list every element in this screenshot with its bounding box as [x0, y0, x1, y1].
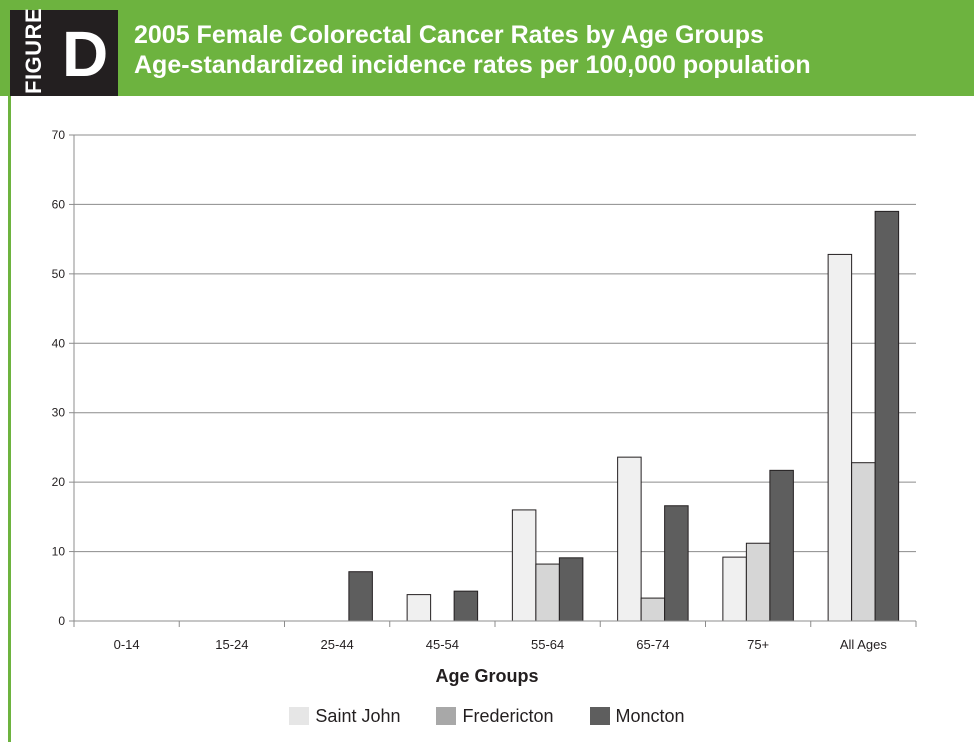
- bar-saint-john-all-ages: [827, 253, 853, 622]
- x-tick-label-0-14: 0-14: [114, 637, 140, 652]
- y-tick-label-60: 60: [52, 197, 66, 211]
- legend-item-fredericton: Fredericton: [436, 705, 554, 727]
- legend-swatch-moncton: [589, 707, 610, 725]
- figure-badge: FIGURE D: [10, 7, 118, 96]
- x-tick-label-45-54: 45-54: [426, 637, 459, 652]
- y-tick-label-0: 0: [58, 614, 65, 628]
- legend-label-moncton: Moncton: [615, 705, 685, 726]
- x-axis-title: Age Groups: [435, 666, 539, 686]
- bar-fredericton-65-74: [640, 597, 666, 622]
- bar-moncton-45-54: [453, 590, 479, 622]
- bar-saint-john-75: [722, 556, 747, 622]
- x-tick-label-55-64: 55-64: [531, 637, 564, 652]
- y-tick-label-20: 20: [52, 475, 66, 489]
- x-tick-label-25-44: 25-44: [321, 637, 354, 652]
- bar-fredericton-all-ages: [851, 462, 876, 622]
- legend-swatch-fredericton: [436, 707, 457, 725]
- figure-label: FIGURE: [21, 7, 46, 94]
- legend-item-saint-john: Saint John: [289, 706, 400, 727]
- axes: [69, 134, 917, 627]
- legend-label-fredericton: Fredericton: [462, 705, 554, 726]
- bar-chart: 0 10 20 30 40 50 60 70 0-14 15-24 25-44 45-54 55-64…: [52, 128, 917, 652]
- x-tick-labels: 0-14 15-24 25-44 45-54 55-64 65-74 75+ All Ages: [114, 637, 888, 652]
- bar-moncton-25-44: [348, 571, 373, 622]
- bar-saint-john-65-74: [617, 456, 642, 622]
- legend-item-moncton: Moncton: [589, 705, 685, 727]
- y-tick-label-40: 40: [52, 336, 66, 350]
- bar-moncton-all-ages: [874, 210, 900, 622]
- figure-letter: D: [62, 18, 109, 90]
- chart-title: 2005 Female Colorectal Cancer Rates by A…: [134, 20, 811, 80]
- bar-moncton-65-74: [664, 505, 689, 622]
- figure-header: FIGURE D 2005 Female Colorectal Cancer R…: [0, 0, 974, 96]
- x-tick-label-all-ages: All Ages: [840, 637, 887, 652]
- bar-saint-john-45-54: [406, 594, 432, 622]
- y-tick-labels: 0 10 20 30 40 50 60 70: [52, 128, 66, 628]
- x-tick-label-75: 75+: [747, 637, 769, 652]
- legend-label-saint-john: Saint John: [315, 705, 401, 726]
- y-tick-label-10: 10: [52, 545, 66, 559]
- y-tick-label-70: 70: [52, 128, 66, 142]
- legend: Saint John Fredericton Moncton: [0, 704, 974, 728]
- bar-saint-john-55-64: [511, 509, 537, 622]
- legend-swatch-saint-john: [289, 707, 310, 725]
- bar-fredericton-55-64: [535, 563, 560, 622]
- chart-title-line1: 2005 Female Colorectal Cancer Rates by A…: [134, 21, 764, 49]
- bar-fredericton-75: [745, 542, 771, 622]
- y-tick-label-50: 50: [52, 267, 66, 281]
- bar-moncton-75: [769, 469, 794, 622]
- chart-subtitle: Age-standardized incidence rates per 100…: [134, 51, 811, 79]
- y-tick-label-30: 30: [52, 406, 66, 420]
- x-tick-label-15-24: 15-24: [215, 637, 248, 652]
- x-tick-label-65-74: 65-74: [636, 637, 669, 652]
- left-accent-border: [8, 96, 11, 742]
- bars: [348, 210, 900, 622]
- bar-moncton-55-64: [558, 557, 584, 622]
